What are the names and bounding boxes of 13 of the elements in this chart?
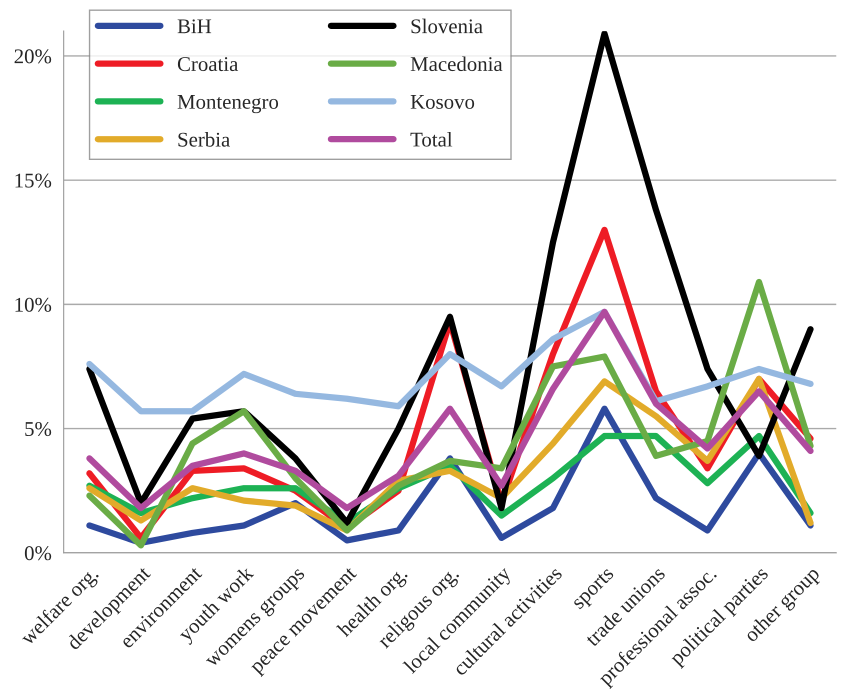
y-tick-label: 0% bbox=[24, 546, 52, 560]
legend-label: Slovenia bbox=[412, 18, 483, 34]
legend-label: BiH bbox=[178, 19, 212, 34]
legend-label: Macedonia bbox=[410, 56, 502, 72]
legend-label: Serbia bbox=[178, 132, 230, 147]
y-tick-label: 5% bbox=[25, 422, 52, 436]
legend-label: Croatia bbox=[178, 57, 238, 72]
legend-label: Montenegro bbox=[178, 95, 278, 114]
y-tick-label: 20% bbox=[14, 49, 52, 64]
legend-label: Kosovo bbox=[410, 95, 474, 109]
y-tick-label: 10% bbox=[16, 298, 52, 312]
y-tick-label: 15% bbox=[16, 174, 52, 188]
legend-label: Total bbox=[410, 132, 452, 147]
